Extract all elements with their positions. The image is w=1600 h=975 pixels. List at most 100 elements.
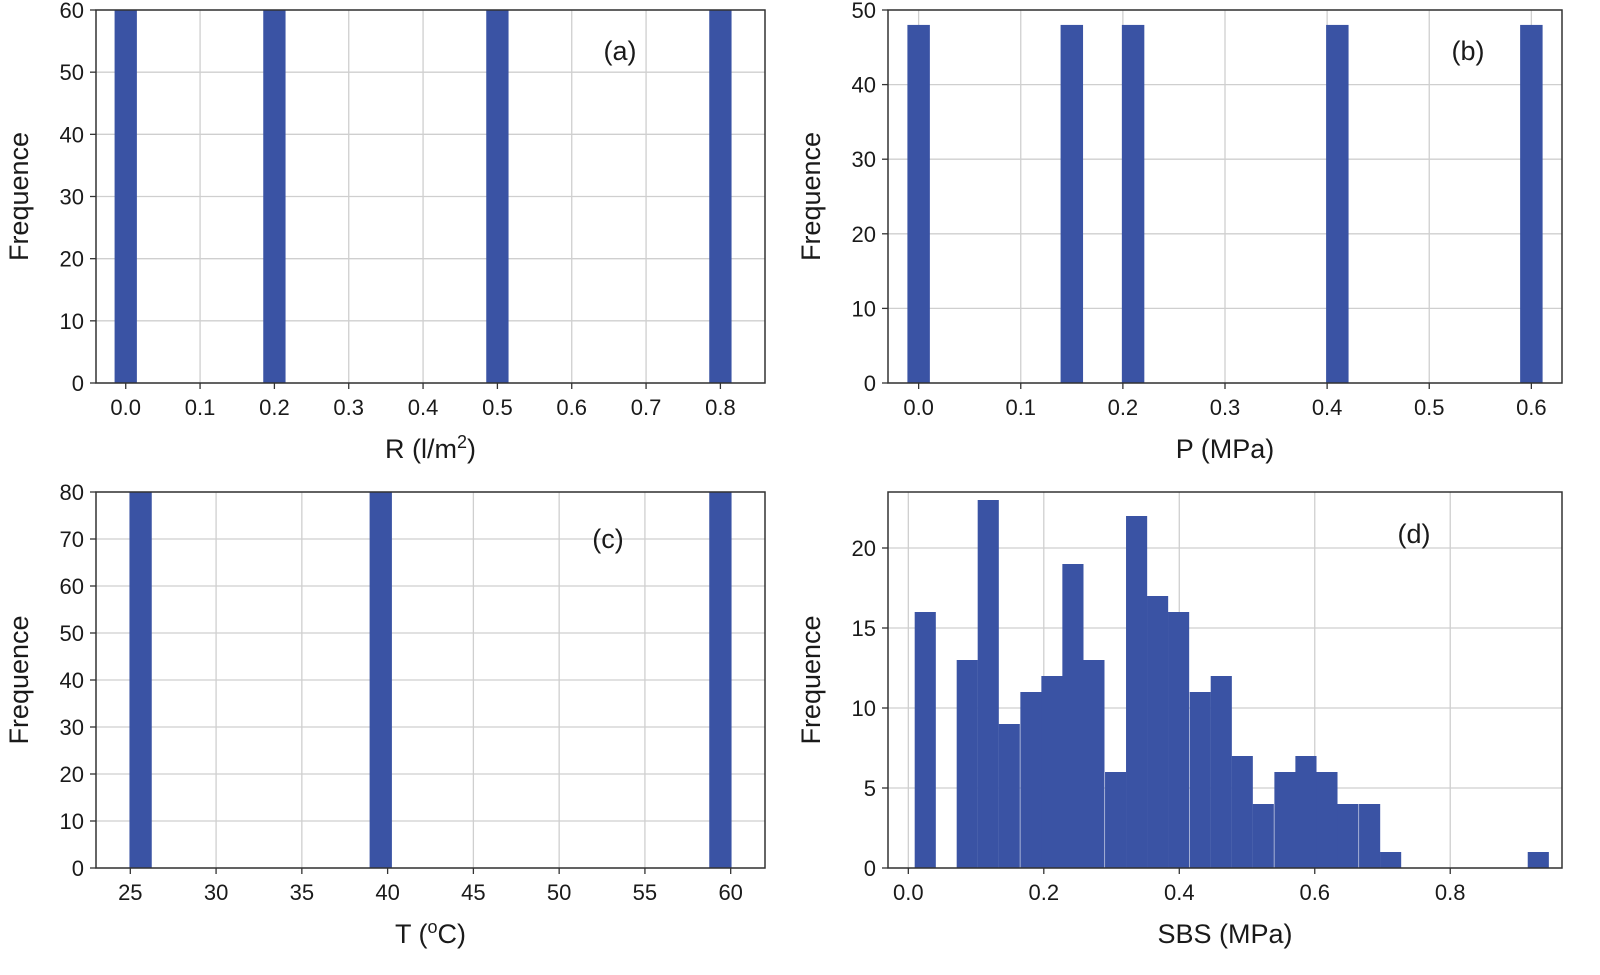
histogram-panel-b: 0.0 0.1 0.2 0.3 0.4 0.5 0.6 0 10 20 30 40 50 P (MPa) F… [796,0,1563,464]
x-tick-label: 35 [290,880,314,905]
y-tick-label: 10 [60,309,84,334]
y-tick-label: 50 [60,621,84,646]
histogram-bar [1083,660,1105,868]
histogram-bar [129,492,152,868]
y-tick-label: 20 [60,247,84,272]
y-axis-label: Frequence [796,132,826,261]
x-tick-label: 0.6 [556,395,587,420]
histogram-bar [709,492,732,868]
y-tick-label: 50 [852,0,876,23]
panel-label: (b) [1452,36,1485,66]
histogram-bar [1274,772,1296,868]
histogram-bar [1189,692,1211,868]
x-tick-label: 0.2 [259,395,290,420]
y-tick-label: 20 [852,222,876,247]
y-tick-label: 20 [60,762,84,787]
y-axis-label: Frequence [4,132,34,261]
y-tick-label: 0 [72,371,84,396]
x-axis-label-text: P (MPa) [1176,434,1275,464]
y-tick-label: 80 [60,480,84,505]
histogram-bar [1337,804,1359,868]
x-tick-label: 0.3 [1210,395,1241,420]
panel-label: (c) [592,524,623,554]
histogram-bar [1326,24,1349,383]
histogram-bar [263,10,286,383]
y-tick-label: 50 [60,60,84,85]
x-tick-label: 0.6 [1299,880,1330,905]
x-tick-label: 0.4 [1312,395,1343,420]
x-tick-label: 0.6 [1516,395,1547,420]
x-axis-label-tail: C) [438,919,467,949]
x-tick-label: 0.8 [1435,880,1466,905]
x-tick-label: 0.7 [631,395,662,420]
plot-frame [887,491,1563,869]
x-axis-label: P (MPa) [1176,434,1275,464]
x-tick-label: 0.5 [482,395,513,420]
histogram-bar [1359,804,1381,868]
x-tick-label: 0.8 [705,395,736,420]
y-tick-label: 20 [852,536,876,561]
histogram-panel-c: 25 30 35 40 45 50 55 60 0 10 20 30 40 50 60 70 80 T (oC) F… [4,480,766,949]
histogram-bar [1527,852,1549,868]
histogram-bar [1231,756,1253,868]
x-tick-label: 0.2 [1029,880,1060,905]
x-axis-label: R (l/m2) [385,432,476,464]
histogram-bar [486,10,509,383]
x-axis-label: SBS (MPa) [1157,919,1292,949]
x-tick-label: 30 [204,880,228,905]
x-tick-label: 0.0 [893,880,924,905]
x-tick-label: 60 [718,880,742,905]
histogram-bar [1168,612,1190,868]
y-axis-label: Frequence [796,615,826,744]
y-tick-label: 30 [852,147,876,172]
histogram-bar [1121,24,1145,383]
x-axis-label-text: SBS (MPa) [1157,919,1292,949]
x-tick-label: 0.0 [110,395,141,420]
histogram-bar [1041,676,1063,868]
histogram-bar [1126,516,1148,868]
x-axis-label-tail: ) [467,434,476,464]
histogram-bar [114,10,137,383]
histogram-bar [1380,852,1402,868]
histogram-bar [1520,24,1543,383]
y-tick-label: 10 [60,809,84,834]
y-tick-label: 0 [864,856,876,881]
histogram-bar [956,660,978,868]
histogram-bar [1252,804,1274,868]
y-tick-label: 15 [852,616,876,641]
histogram-bar [369,492,392,868]
histogram-bar [1295,756,1317,868]
x-axis-label-superscript: o [427,917,437,937]
y-tick-label: 0 [864,371,876,396]
y-tick-label: 60 [60,0,84,23]
x-axis-label-text: R (l/m [385,434,457,464]
panel-label: (a) [604,36,637,66]
histogram-bar [1210,676,1232,868]
x-tick-label: 45 [461,880,485,905]
x-tick-label: 0.1 [185,395,216,420]
histogram-bar [1062,564,1084,868]
y-tick-label: 40 [60,122,84,147]
histogram-bar [1020,692,1042,868]
x-axis-label: T (oC) [395,917,466,949]
x-tick-label: 40 [375,880,399,905]
x-axis-label-text: T ( [395,919,428,949]
histogram-panel-d: 0.0 0.2 0.4 0.6 0.8 0 5 10 15 20 SBS (MPa) Frequenc… [796,491,1563,949]
histogram-bar [1316,772,1338,868]
x-tick-label: 25 [118,880,142,905]
y-tick-label: 0 [72,856,84,881]
y-tick-label: 5 [864,776,876,801]
histogram-bar [1147,596,1169,868]
histogram-bar [977,500,999,868]
histogram-bar [998,724,1020,868]
y-tick-label: 40 [852,73,876,98]
x-tick-label: 0.0 [903,395,934,420]
y-tick-label: 10 [852,296,876,321]
y-tick-label: 70 [60,527,84,552]
panel-label: (d) [1398,519,1431,549]
y-tick-label: 10 [852,696,876,721]
x-tick-label: 0.4 [408,395,439,420]
x-tick-label: 50 [547,880,571,905]
x-tick-label: 0.2 [1108,395,1139,420]
